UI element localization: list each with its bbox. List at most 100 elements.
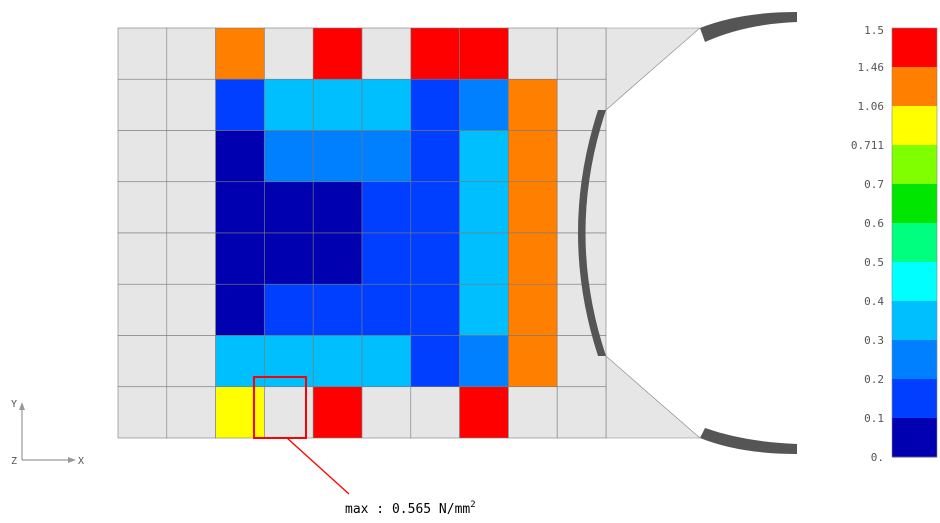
mesh-cell xyxy=(215,27,265,80)
legend-swatch xyxy=(892,340,937,380)
mesh-cell xyxy=(508,130,558,183)
max-highlight-box xyxy=(253,376,307,439)
mesh-cell xyxy=(264,78,314,131)
mesh-cell xyxy=(264,181,314,234)
mesh-cell xyxy=(166,386,216,439)
mesh-cell xyxy=(215,181,265,234)
legend-label: 0. xyxy=(871,451,884,464)
mesh-cell xyxy=(264,232,314,285)
legend-label: 0.4 xyxy=(864,295,884,308)
mesh-cell xyxy=(508,181,558,234)
mesh-cell xyxy=(410,27,460,80)
mesh-cell xyxy=(410,232,460,285)
mesh-cell xyxy=(166,283,216,336)
hole-edge-bottom xyxy=(700,428,797,454)
mesh-cell xyxy=(410,386,460,439)
mesh-cell xyxy=(410,181,460,234)
y-arrow-icon xyxy=(19,402,25,410)
mesh-cell xyxy=(459,232,509,285)
x-axis-label: X xyxy=(78,456,84,467)
mesh-cell xyxy=(117,232,168,285)
legend-swatch xyxy=(892,67,937,107)
mesh-cell xyxy=(264,283,314,336)
legend-swatch xyxy=(892,145,937,185)
max-stress-unit-superscript: 2 xyxy=(470,500,475,510)
legend-label: 0.5 xyxy=(864,256,884,269)
fillet-bottom xyxy=(605,355,701,439)
mesh-cell xyxy=(166,232,216,285)
mesh-cell xyxy=(312,283,363,336)
mesh-cell xyxy=(117,283,168,336)
legend-label: 0.1 xyxy=(864,412,884,425)
mesh-cell xyxy=(361,27,412,80)
mesh-cell xyxy=(312,181,363,234)
legend-label: 0.2 xyxy=(864,373,884,386)
legend-swatch xyxy=(892,28,937,68)
mesh-cell xyxy=(117,130,168,183)
mesh-cell xyxy=(312,78,363,131)
z-axis-label: Z xyxy=(11,456,17,467)
color-legend: 1.5 1.46 1.06 0.711 0.7 0.6 0.5 0.4 0.3 0.2 0.1 0. xyxy=(851,24,938,464)
mesh-cell xyxy=(312,232,363,285)
mesh xyxy=(117,12,797,454)
mesh-cell xyxy=(361,181,412,234)
max-stress-annotation: max : 0.565 N/mm2 xyxy=(345,500,476,517)
mesh-cell xyxy=(117,335,168,388)
legend-label: 0.711 xyxy=(851,139,884,152)
mesh-cell xyxy=(264,27,314,80)
mesh-cell xyxy=(459,335,509,388)
legend-swatch xyxy=(892,262,937,302)
legend-frame xyxy=(891,27,938,458)
mesh-cell xyxy=(264,130,314,183)
hole-edge-top xyxy=(700,12,797,42)
legend-label: 1.5 xyxy=(864,24,884,37)
legend-label: 1.46 xyxy=(858,61,885,74)
mesh-cell xyxy=(459,283,509,336)
legend-swatch xyxy=(892,301,937,341)
mesh-cell xyxy=(166,27,216,80)
mesh-cell xyxy=(459,27,509,80)
mesh-cell xyxy=(117,27,168,80)
axis-triad: Y X Z xyxy=(11,399,84,467)
mesh-cell xyxy=(459,130,509,183)
mesh-cell xyxy=(361,232,412,285)
mesh-cell xyxy=(166,130,216,183)
mesh-cell xyxy=(361,78,412,131)
hole-boundary xyxy=(578,110,606,356)
mesh-cell xyxy=(215,386,265,439)
mesh-cell xyxy=(117,78,168,131)
mesh-cell xyxy=(508,283,558,336)
fillet-top xyxy=(605,27,701,111)
mesh-cell xyxy=(215,232,265,285)
mesh-cell xyxy=(410,283,460,336)
legend-label: 1.06 xyxy=(858,100,885,113)
mesh-cell xyxy=(459,181,509,234)
mesh-cell xyxy=(215,130,265,183)
mesh-cell xyxy=(215,335,265,388)
mesh-cell xyxy=(508,27,558,80)
mesh-cell xyxy=(410,335,460,388)
mesh-cell xyxy=(361,335,412,388)
mesh-cell xyxy=(410,130,460,183)
mesh-cell xyxy=(312,386,363,439)
legend-swatch xyxy=(892,106,937,146)
mesh-cell xyxy=(556,283,607,336)
mesh-cell xyxy=(556,130,607,183)
mesh-cell xyxy=(556,27,607,80)
mesh-cell xyxy=(117,386,168,439)
mesh-cell xyxy=(508,78,558,131)
mesh-cell xyxy=(508,386,558,439)
mesh-cell xyxy=(215,283,265,336)
mesh-cell xyxy=(312,27,363,80)
mesh-cell xyxy=(361,283,412,336)
mesh-cell xyxy=(508,232,558,285)
legend-swatch xyxy=(892,379,937,419)
legend-swatch xyxy=(892,418,937,458)
mesh-cell xyxy=(215,78,265,131)
mesh-cell xyxy=(166,78,216,131)
legend-label: 0.7 xyxy=(864,178,884,191)
annotation-leader-line xyxy=(286,437,350,495)
mesh-cell xyxy=(312,130,363,183)
legend-label: 0.6 xyxy=(864,217,884,230)
